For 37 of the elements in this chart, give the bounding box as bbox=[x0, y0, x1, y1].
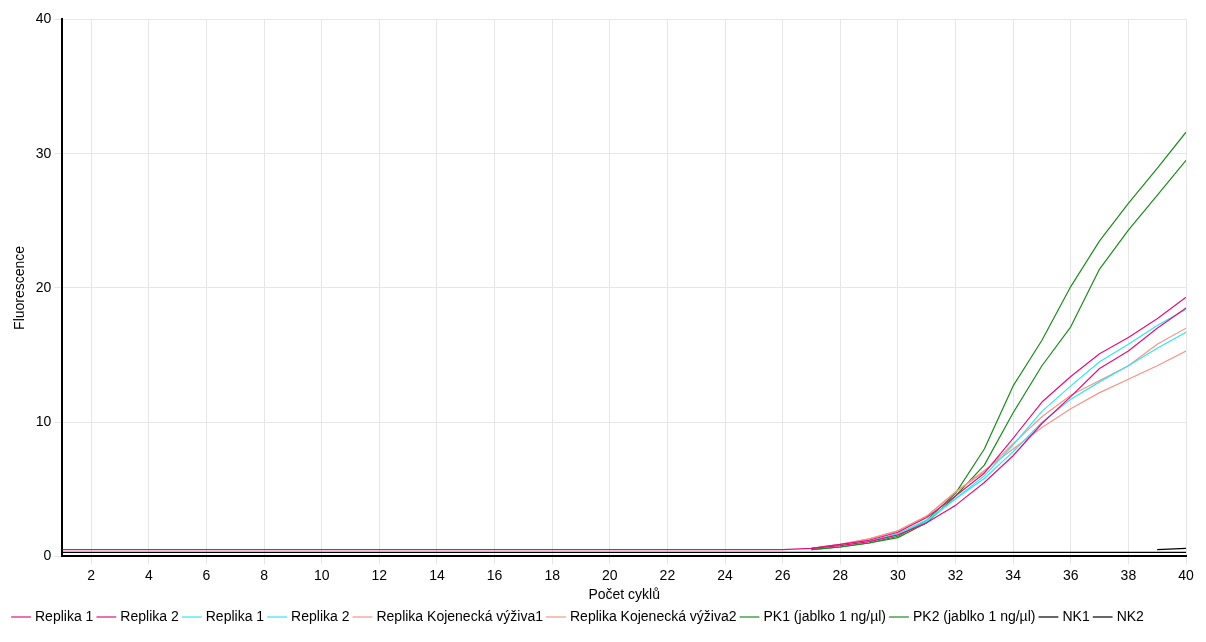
y-tick-label: 10 bbox=[35, 413, 52, 430]
y-tick-label: 30 bbox=[35, 144, 52, 161]
x-tick-label: 12 bbox=[371, 566, 388, 583]
x-tick-label: 22 bbox=[659, 566, 676, 583]
legend-label: PK2 (jablko 1 ng/µl) bbox=[912, 607, 1036, 624]
x-tick-label: 32 bbox=[947, 566, 964, 583]
x-tick-label: 4 bbox=[144, 566, 153, 583]
x-tick-label: 38 bbox=[1120, 566, 1137, 583]
x-tick-label: 28 bbox=[832, 566, 849, 583]
x-tick-label: 8 bbox=[260, 566, 269, 583]
legend-label: Replika 1 bbox=[205, 607, 265, 624]
legend-label: Replika 2 bbox=[120, 607, 179, 624]
legend-label: Replika 1 bbox=[35, 607, 94, 624]
x-tick-label: 16 bbox=[486, 566, 503, 583]
x-tick-label: 26 bbox=[774, 566, 791, 583]
x-tick-label: 24 bbox=[717, 566, 734, 583]
y-axis-title: Fluorescence bbox=[11, 245, 28, 330]
legend-label: NK1 bbox=[1062, 607, 1090, 624]
y-tick-label: 0 bbox=[43, 547, 52, 564]
y-tick-label: 20 bbox=[35, 278, 52, 295]
y-tick-label: 40 bbox=[35, 10, 52, 27]
legend-label: Replika Kojenecká výživa2 bbox=[569, 607, 737, 624]
x-tick-label: 40 bbox=[1178, 566, 1194, 583]
x-tick-label: 6 bbox=[202, 566, 211, 583]
legend-label: PK1 (jablko 1 ng/µl) bbox=[763, 607, 886, 624]
x-axis-title: Počet cyklů bbox=[588, 586, 660, 603]
x-tick-label: 18 bbox=[544, 566, 561, 583]
legend-label: Replika 2 bbox=[291, 607, 350, 624]
x-tick-label: 10 bbox=[313, 566, 330, 583]
x-tick-label: 14 bbox=[429, 566, 445, 583]
legend-label: Replika Kojenecká výživa1 bbox=[376, 607, 544, 624]
x-tick-label: 30 bbox=[890, 566, 906, 583]
x-tick-label: 2 bbox=[87, 566, 96, 583]
legend-label: NK2 bbox=[1116, 607, 1145, 624]
x-tick-label: 36 bbox=[1062, 566, 1079, 583]
x-tick-label: 34 bbox=[1005, 566, 1022, 583]
x-tick-label: 20 bbox=[601, 566, 618, 583]
